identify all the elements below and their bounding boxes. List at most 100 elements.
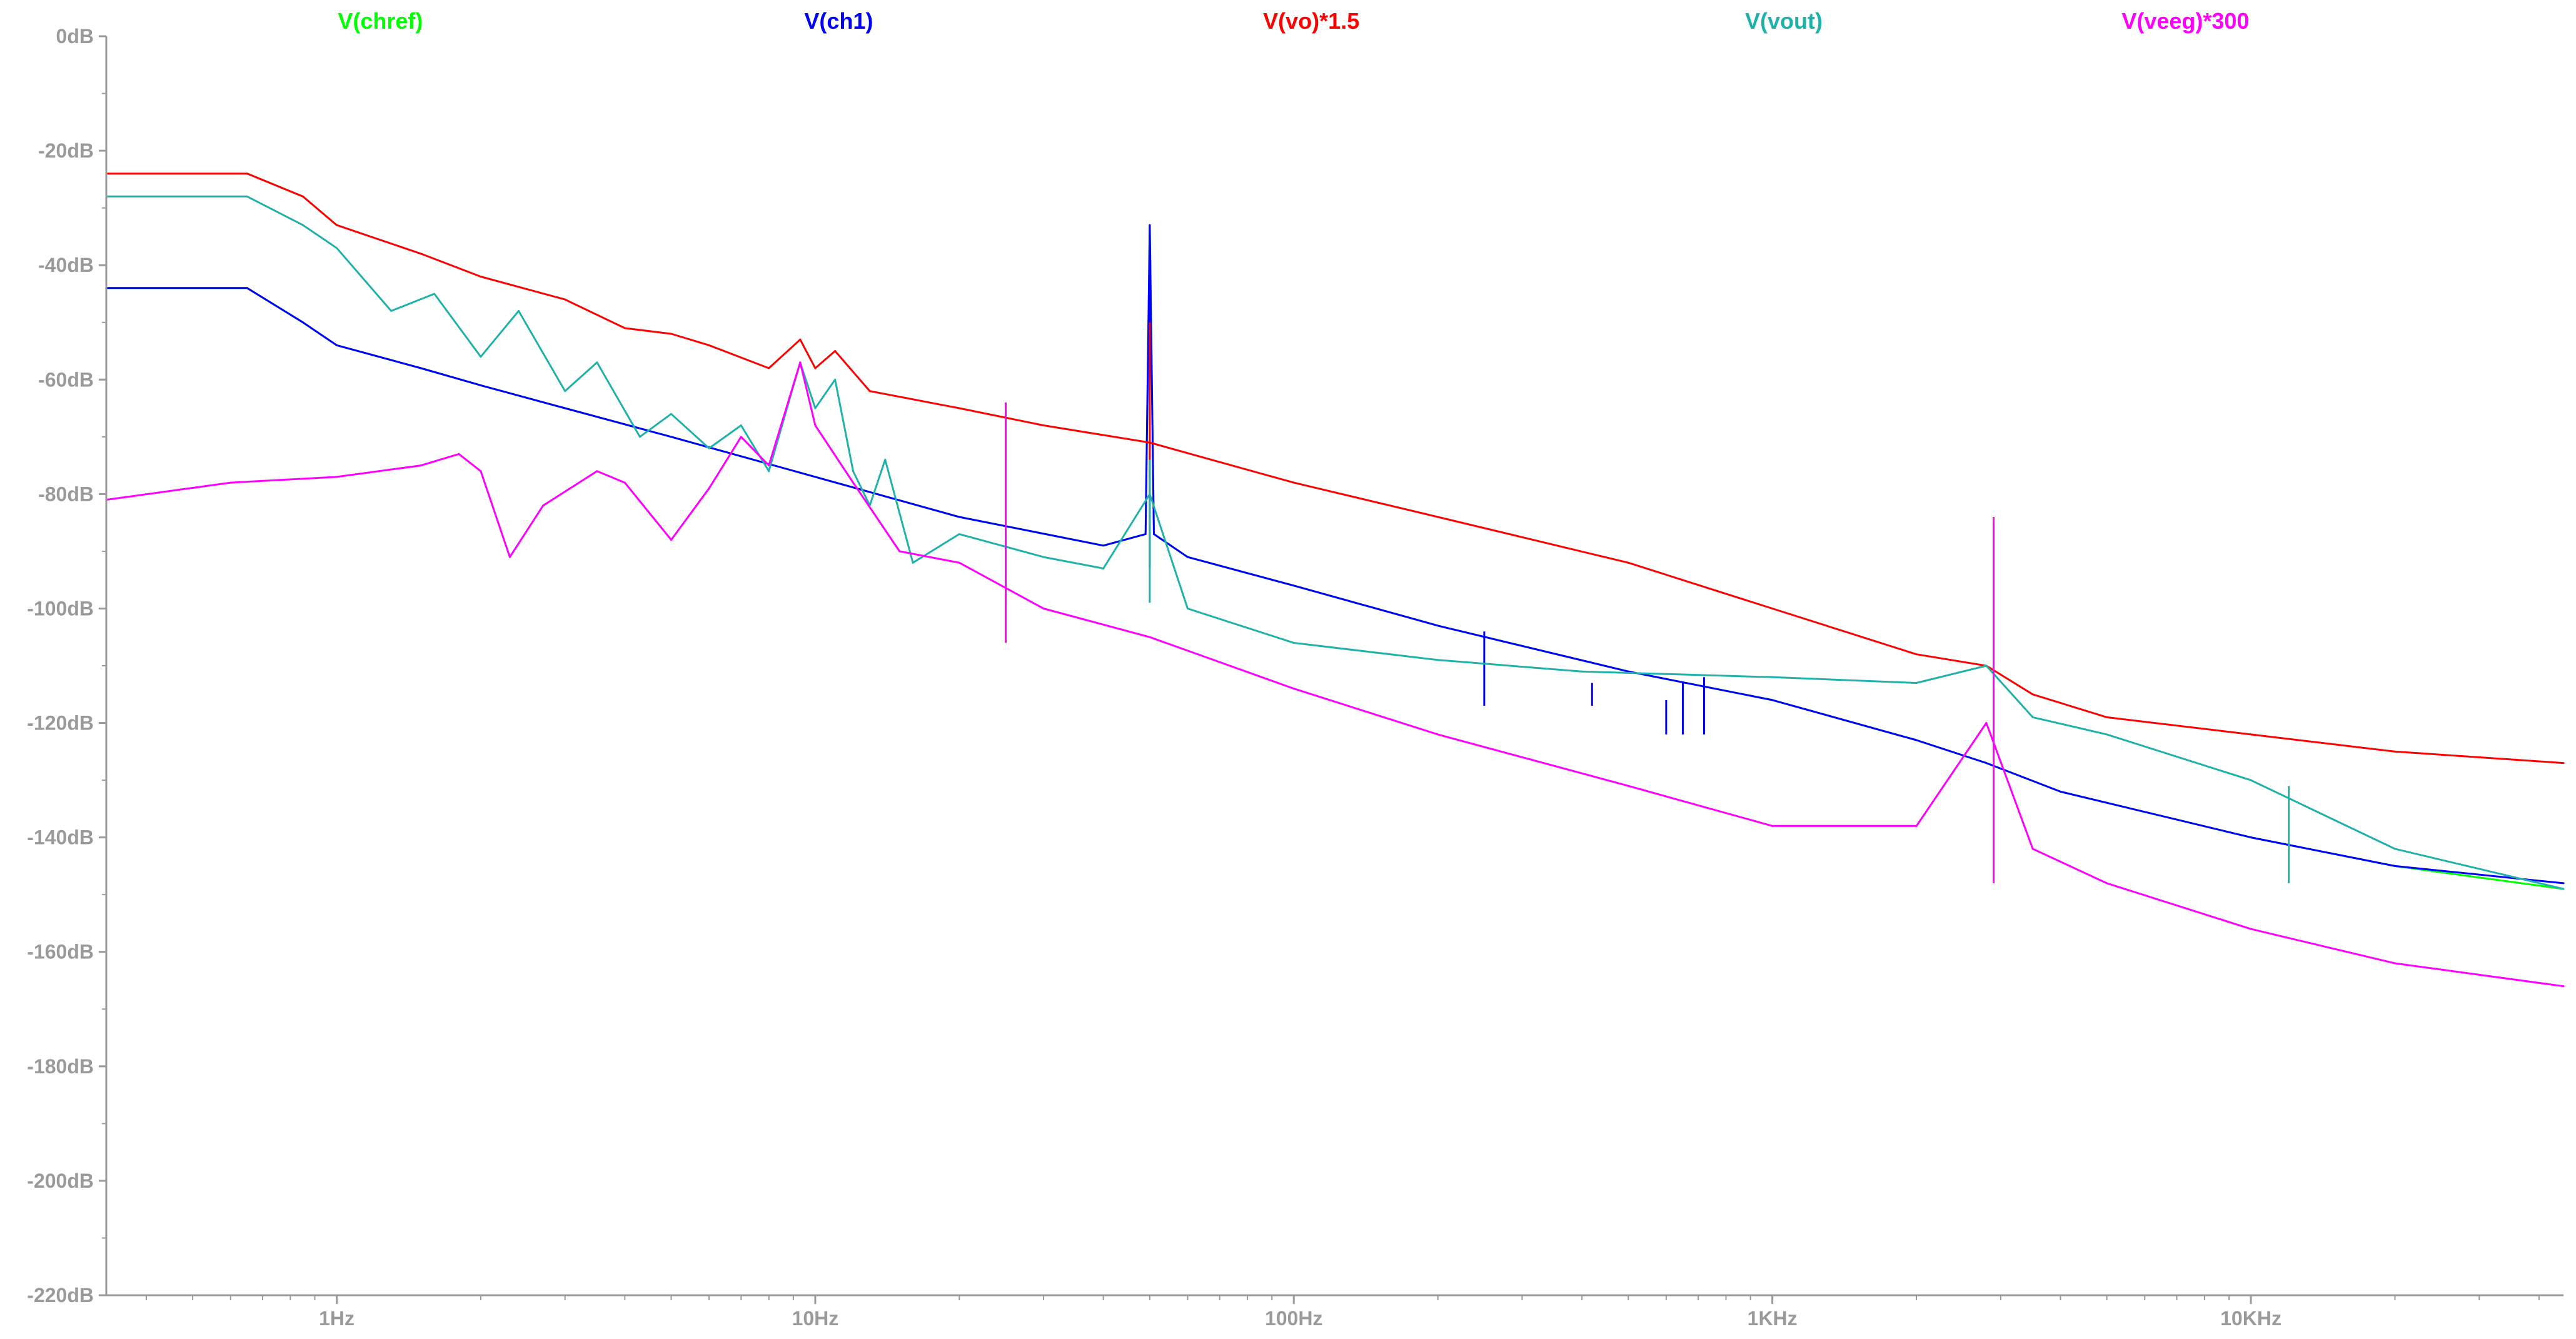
data-point: [768, 367, 770, 369]
data-point: [740, 424, 742, 427]
data-point: [2250, 836, 2252, 839]
data-point: [1915, 681, 1918, 684]
data-point: [623, 327, 626, 329]
data-point: [564, 298, 566, 301]
data-point: [336, 247, 338, 249]
data-point: [2250, 779, 2252, 781]
data-point: [542, 504, 545, 507]
data-point: [958, 516, 960, 518]
legend-v-chref-: V(chref): [338, 8, 423, 34]
data-point: [1186, 607, 1189, 609]
data-point: [1437, 659, 1439, 661]
y-tick-label: -120dB: [27, 712, 94, 735]
data-point: [336, 476, 338, 478]
data-point: [1915, 739, 1918, 741]
data-point: [518, 309, 520, 312]
data-point: [2562, 882, 2565, 885]
series-line-4: [106, 361, 2564, 988]
data-point: [596, 470, 598, 473]
data-point: [1771, 699, 1774, 701]
data-point: [2106, 716, 2108, 718]
data-point: [2562, 888, 2565, 890]
data-point: [1292, 641, 1295, 644]
data-point: [958, 533, 960, 535]
data-point: [420, 367, 422, 369]
data-point: [1771, 825, 1774, 827]
data-point: [1985, 722, 1988, 725]
data-point: [1102, 544, 1105, 547]
data-point: [301, 321, 304, 324]
y-tick-label: -100dB: [27, 597, 94, 619]
data-point: [2250, 733, 2252, 736]
data-point: [958, 407, 960, 409]
data-point: [623, 481, 626, 484]
data-point: [480, 470, 482, 473]
data-point: [799, 361, 802, 364]
data-point: [1581, 670, 1583, 673]
data-point: [246, 195, 248, 198]
data-point: [2106, 733, 2108, 736]
data-point: [1771, 607, 1774, 609]
data-point: [2031, 848, 2034, 850]
data-point: [1437, 733, 1439, 736]
data-point: [1149, 636, 1151, 638]
data-point: [2250, 928, 2252, 930]
data-point: [1915, 653, 1918, 656]
data-point: [1985, 664, 1988, 667]
data-point: [799, 338, 802, 341]
y-tick-label: -40dB: [38, 254, 94, 276]
data-point: [1102, 567, 1105, 569]
data-point: [638, 436, 641, 438]
data-point: [336, 224, 338, 226]
data-point: [2106, 882, 2108, 885]
data-point: [1985, 762, 1988, 765]
data-point: [852, 481, 855, 484]
data-point: [868, 390, 871, 393]
data-point: [420, 253, 422, 255]
data-point: [2393, 962, 2396, 965]
data-point: [480, 275, 482, 278]
data-point: [814, 367, 817, 369]
data-point: [958, 561, 960, 564]
data-point: [1771, 676, 1774, 678]
data-point: [229, 481, 232, 484]
y-tick-label: -80dB: [38, 483, 94, 505]
data-point: [336, 344, 338, 346]
legend-v-veeg-300: V(veeg)*300: [2121, 8, 2249, 34]
data-point: [508, 556, 511, 558]
data-point: [1152, 533, 1155, 535]
data-point: [2562, 762, 2565, 765]
data-point: [2562, 985, 2565, 988]
data-point: [1292, 584, 1295, 587]
data-point: [708, 487, 710, 489]
data-point: [1042, 607, 1045, 609]
data-point: [1186, 556, 1189, 558]
data-point: [834, 350, 837, 352]
data-point: [480, 356, 482, 358]
data-point: [2031, 693, 2034, 696]
data-point: [708, 344, 710, 346]
data-point: [768, 464, 770, 467]
y-tick-label: -200dB: [27, 1170, 94, 1192]
data-point: [708, 447, 710, 449]
data-point: [1627, 561, 1629, 564]
data-point: [2393, 865, 2396, 867]
data-point: [1437, 516, 1439, 518]
data-point: [246, 173, 248, 175]
y-tick-label: -220dB: [27, 1284, 94, 1306]
y-tick-label: -140dB: [27, 826, 94, 849]
data-point: [596, 361, 598, 364]
y-tick-label: -60dB: [38, 368, 94, 391]
legend-v-vout-: V(vout): [1745, 8, 1823, 34]
data-point: [834, 378, 837, 381]
data-point: [814, 424, 817, 427]
data-point: [1144, 533, 1147, 535]
data-point: [2031, 716, 2034, 718]
data-point: [740, 436, 742, 438]
data-point: [852, 470, 855, 473]
data-point: [912, 561, 914, 564]
data-point: [768, 470, 770, 473]
data-point: [2393, 848, 2396, 850]
axes: 0dB -20dB -40dB -60dB -80dB -100dB -120dB -140d…: [27, 25, 2563, 1330]
